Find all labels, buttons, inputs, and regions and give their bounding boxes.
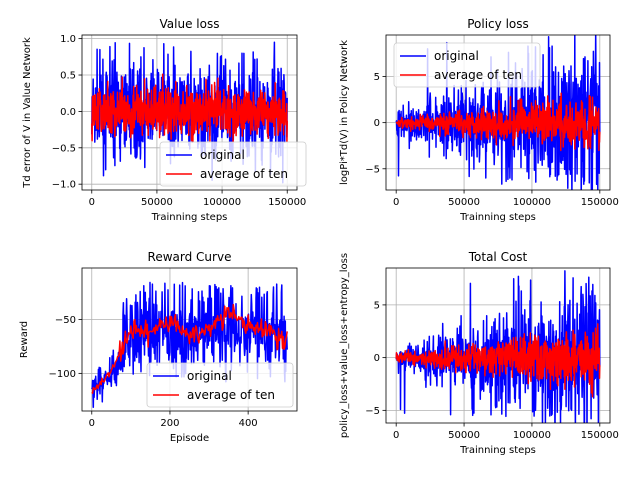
chart-title: Policy loss <box>467 17 529 31</box>
series-line-average <box>395 92 601 152</box>
plot-area <box>395 35 601 190</box>
x-tick-label: 200 <box>160 418 179 429</box>
legend-label: average of ten <box>434 68 522 82</box>
x-tick-label: 100000 <box>513 197 551 208</box>
y-tick-label: 0 <box>374 353 380 364</box>
y-tick-label: 5 <box>374 72 380 83</box>
legend-label: average of ten <box>200 167 288 181</box>
chart-title: Reward Curve <box>148 250 232 264</box>
x-tick-label: 0 <box>89 418 95 429</box>
axes-frame <box>81 34 298 191</box>
legend-label: original <box>187 369 232 383</box>
y-tick-label: −5 <box>365 406 380 417</box>
x-tick-label: 50000 <box>448 197 480 208</box>
series-line-average <box>91 303 288 394</box>
x-tick-label: 100000 <box>513 430 551 441</box>
x-tick-label: 0 <box>393 197 399 208</box>
y-tick-label: 0 <box>374 118 380 129</box>
x-tick-label: 50000 <box>448 430 480 441</box>
legend-frame <box>159 141 307 187</box>
legend: original average of ten <box>146 362 294 408</box>
y-tick-label: 0.5 <box>60 71 76 82</box>
y-axis-label: logPi*Td(V) in Policy Network <box>339 40 350 185</box>
legend-frame <box>146 362 294 408</box>
x-axis-label: Trainning steps <box>459 445 536 456</box>
y-tick-label: −5 <box>365 164 380 175</box>
x-tick-label: 100000 <box>203 197 241 208</box>
legend: original average of ten <box>393 42 541 88</box>
x-axis-label: Trainning steps <box>151 212 228 223</box>
chart-title: Value loss <box>160 17 220 31</box>
legend-frame <box>393 42 541 88</box>
subplot-1: 0 50000 100000 150000 −1.0 −0.5 0.0 0.5 1.0 Value… <box>22 17 307 223</box>
x-tick-label: 400 <box>239 418 258 429</box>
y-axis-label: Td error of V in Value Network <box>22 37 33 189</box>
legend-label: average of ten <box>187 388 275 402</box>
legend-label: original <box>434 49 479 63</box>
x-tick-label: 150000 <box>268 197 306 208</box>
y-axis-label: policy_loss+value_loss+entropy_loss <box>339 253 350 438</box>
legend: original average of ten <box>159 141 307 187</box>
x-axis-label: Trainning steps <box>459 212 536 223</box>
y-tick-label: −1.0 <box>52 180 76 191</box>
y-axis-label: Reward <box>19 321 30 358</box>
chart-title: Total Cost <box>468 250 528 264</box>
series-line-average <box>91 73 288 143</box>
axes-frame <box>385 267 611 424</box>
subplot-4: 0 50000 100000 150000 −5 0 5 Total Cost Trainnin… <box>339 250 619 456</box>
x-tick-label: 150000 <box>581 430 619 441</box>
axes-frame <box>385 34 611 191</box>
y-tick-label: −50 <box>55 315 76 326</box>
plot-area <box>395 270 601 423</box>
y-tick-label: 5 <box>374 300 380 311</box>
y-tick-label: 1.0 <box>60 34 76 45</box>
x-tick-label: 0 <box>89 197 95 208</box>
axes-frame <box>81 267 298 412</box>
plot-area <box>91 281 288 409</box>
subplot-3: 0 200 400 −100 −50 Reward Curve Episode Reward o… <box>19 250 298 444</box>
y-tick-label: 0.0 <box>60 107 76 118</box>
x-tick-label: 50000 <box>141 197 173 208</box>
y-tick-label: −100 <box>49 369 76 380</box>
legend-label: original <box>200 148 245 162</box>
subplot-2: 0 50000 100000 150000 −5 0 5 Policy loss Trainni… <box>339 17 619 223</box>
series-line-average <box>395 323 601 398</box>
x-tick-label: 0 <box>393 430 399 441</box>
x-axis-label: Episode <box>170 433 209 444</box>
x-tick-label: 150000 <box>581 197 619 208</box>
y-tick-label: −0.5 <box>52 143 76 154</box>
plot-area <box>91 41 288 184</box>
